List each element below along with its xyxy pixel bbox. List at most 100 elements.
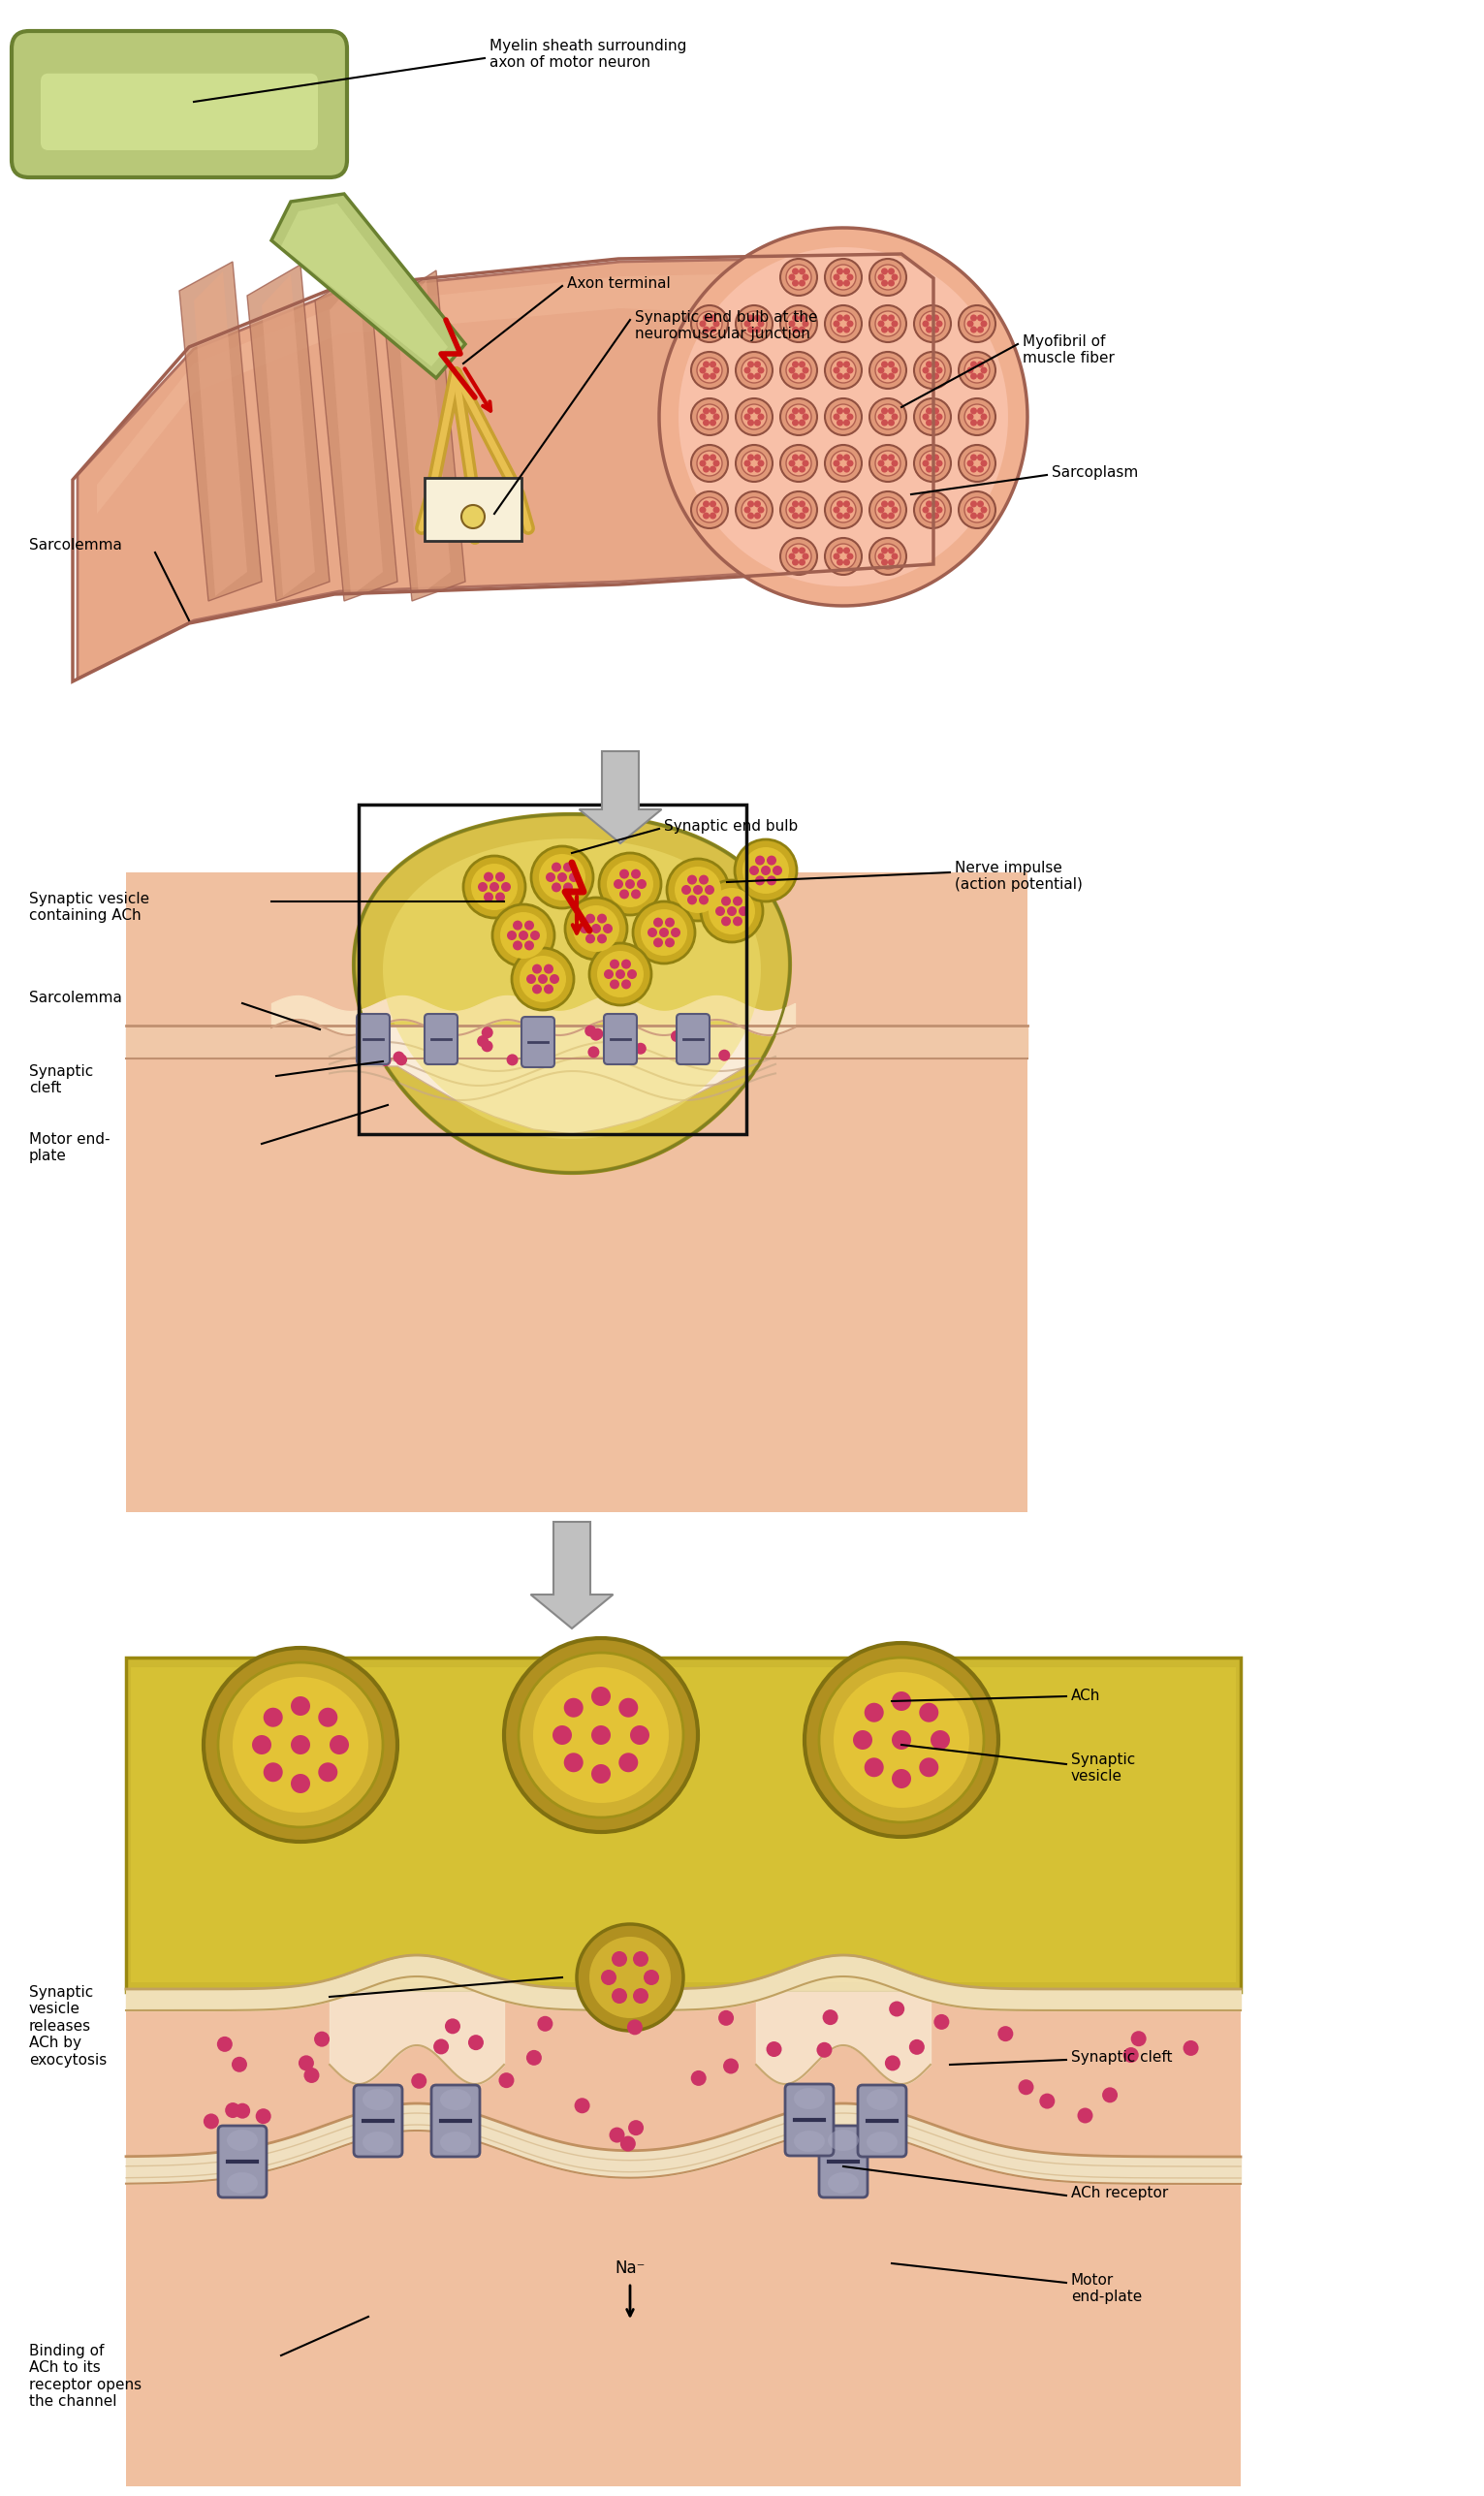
Circle shape bbox=[530, 931, 540, 941]
Circle shape bbox=[703, 419, 709, 427]
Circle shape bbox=[968, 507, 974, 514]
Circle shape bbox=[613, 879, 623, 889]
Circle shape bbox=[971, 327, 976, 332]
Circle shape bbox=[976, 314, 984, 322]
Circle shape bbox=[781, 399, 818, 434]
Circle shape bbox=[801, 367, 809, 374]
Circle shape bbox=[263, 1762, 283, 1782]
Circle shape bbox=[558, 874, 567, 881]
Circle shape bbox=[825, 492, 862, 529]
Circle shape bbox=[444, 1041, 456, 1051]
Circle shape bbox=[527, 973, 536, 983]
Circle shape bbox=[610, 978, 619, 988]
Circle shape bbox=[754, 467, 761, 472]
Bar bbox=[126, 1657, 1241, 1992]
Circle shape bbox=[552, 1725, 571, 1745]
Circle shape bbox=[1131, 2032, 1146, 2047]
Circle shape bbox=[804, 1642, 999, 1837]
Circle shape bbox=[881, 267, 887, 275]
Circle shape bbox=[703, 502, 709, 507]
Circle shape bbox=[825, 305, 862, 342]
Circle shape bbox=[619, 1752, 638, 1772]
Circle shape bbox=[703, 372, 709, 379]
Polygon shape bbox=[659, 227, 1027, 607]
Circle shape bbox=[887, 327, 895, 332]
Circle shape bbox=[607, 861, 653, 906]
Circle shape bbox=[757, 319, 764, 327]
Circle shape bbox=[1018, 2079, 1034, 2094]
FancyBboxPatch shape bbox=[604, 1013, 637, 1063]
Circle shape bbox=[887, 454, 895, 462]
Circle shape bbox=[781, 444, 818, 482]
Circle shape bbox=[801, 459, 809, 467]
Circle shape bbox=[619, 1697, 638, 1717]
Ellipse shape bbox=[794, 2089, 825, 2109]
Circle shape bbox=[843, 327, 850, 332]
Circle shape bbox=[792, 407, 798, 414]
Circle shape bbox=[881, 467, 887, 472]
Ellipse shape bbox=[362, 2132, 393, 2154]
Circle shape bbox=[932, 419, 939, 427]
Circle shape bbox=[892, 414, 898, 419]
Text: Synaptic end bulb: Synaptic end bulb bbox=[663, 819, 798, 834]
FancyBboxPatch shape bbox=[353, 2084, 402, 2157]
Circle shape bbox=[552, 861, 561, 871]
Circle shape bbox=[462, 504, 485, 529]
Circle shape bbox=[692, 399, 729, 434]
Circle shape bbox=[887, 314, 895, 322]
Circle shape bbox=[644, 1969, 659, 1984]
Circle shape bbox=[926, 502, 932, 507]
Circle shape bbox=[876, 544, 901, 569]
Circle shape bbox=[870, 352, 907, 389]
Circle shape bbox=[692, 444, 729, 482]
Circle shape bbox=[757, 459, 764, 467]
Circle shape bbox=[792, 372, 798, 379]
Circle shape bbox=[524, 941, 534, 951]
Circle shape bbox=[976, 502, 984, 507]
Circle shape bbox=[922, 367, 929, 374]
Circle shape bbox=[585, 1026, 597, 1036]
Circle shape bbox=[709, 454, 717, 462]
Circle shape bbox=[604, 968, 613, 978]
Circle shape bbox=[798, 467, 806, 472]
Circle shape bbox=[798, 280, 806, 287]
Circle shape bbox=[589, 1937, 671, 2019]
Circle shape bbox=[748, 407, 754, 414]
Circle shape bbox=[622, 958, 631, 968]
Circle shape bbox=[543, 963, 554, 973]
Circle shape bbox=[798, 314, 806, 322]
Circle shape bbox=[736, 305, 773, 342]
Circle shape bbox=[936, 459, 942, 467]
Circle shape bbox=[920, 404, 945, 429]
Text: Myofibril of
muscle fiber: Myofibril of muscle fiber bbox=[1022, 334, 1114, 367]
Circle shape bbox=[712, 459, 720, 467]
Circle shape bbox=[792, 267, 798, 275]
Circle shape bbox=[922, 507, 929, 514]
Circle shape bbox=[881, 502, 887, 507]
Circle shape bbox=[932, 372, 939, 379]
Circle shape bbox=[580, 924, 589, 934]
Circle shape bbox=[959, 352, 996, 389]
Circle shape bbox=[843, 502, 850, 507]
Circle shape bbox=[926, 314, 932, 322]
Ellipse shape bbox=[441, 2089, 470, 2109]
Circle shape bbox=[597, 951, 644, 998]
Circle shape bbox=[709, 314, 717, 322]
Circle shape bbox=[971, 372, 976, 379]
Circle shape bbox=[634, 901, 695, 963]
Circle shape bbox=[699, 876, 708, 884]
Circle shape bbox=[976, 327, 984, 332]
Circle shape bbox=[481, 1041, 493, 1051]
Circle shape bbox=[887, 407, 895, 414]
Circle shape bbox=[892, 554, 898, 559]
Circle shape bbox=[739, 906, 748, 916]
Circle shape bbox=[976, 362, 984, 367]
Circle shape bbox=[687, 876, 697, 884]
Circle shape bbox=[757, 507, 764, 514]
Circle shape bbox=[671, 1031, 683, 1041]
Circle shape bbox=[959, 305, 996, 342]
Circle shape bbox=[675, 866, 721, 914]
Circle shape bbox=[659, 929, 669, 938]
Circle shape bbox=[586, 914, 595, 924]
Bar bbox=[424, 477, 521, 542]
